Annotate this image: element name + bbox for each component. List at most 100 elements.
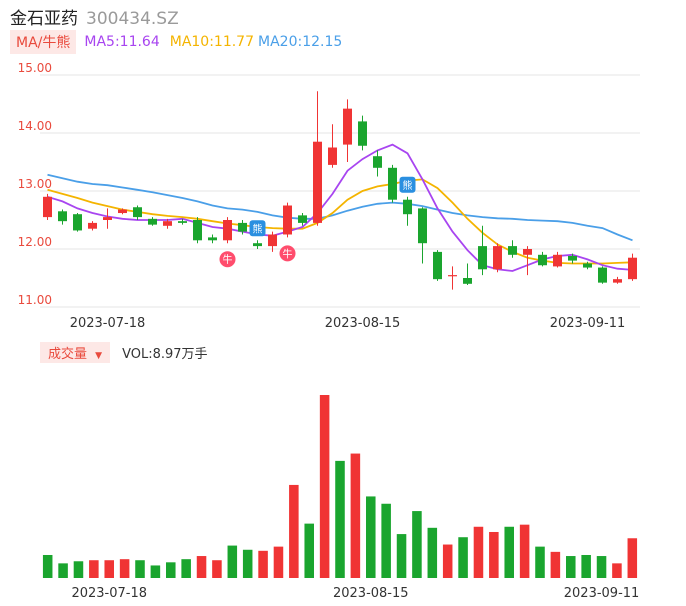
volume-bar[interactable] [504, 526, 514, 578]
candlestick[interactable] [613, 276, 622, 284]
volume-bar[interactable] [73, 561, 84, 578]
volume-bar[interactable] [258, 550, 268, 578]
candlestick[interactable] [448, 266, 457, 290]
candlestick[interactable] [88, 221, 97, 231]
price-y-tick-label: 13.00 [18, 177, 52, 191]
ma-legend: MA/牛熊 MA5:11.64 MA10:11.77 MA20:12.15 [10, 30, 342, 54]
candlestick[interactable] [178, 218, 187, 225]
volume-bar[interactable] [473, 526, 484, 578]
candlestick[interactable] [268, 231, 277, 252]
volume-bar[interactable] [227, 545, 238, 578]
volume-bar[interactable] [150, 565, 161, 578]
volume-bar[interactable] [458, 537, 468, 578]
volume-bar[interactable] [119, 559, 130, 578]
candlestick[interactable] [628, 253, 637, 281]
candlestick[interactable] [493, 243, 502, 273]
ma5-legend: MA5:11.64 [84, 34, 160, 50]
bear-signal-badge[interactable]: 熊 [399, 176, 416, 193]
volume-bar[interactable] [596, 556, 607, 578]
volume-bar[interactable] [381, 503, 391, 578]
price-x-tick-label: 2023-08-15 [325, 316, 401, 331]
volume-bar[interactable] [519, 524, 530, 578]
volume-bar[interactable] [273, 546, 284, 578]
volume-bar[interactable] [627, 538, 638, 578]
candlestick[interactable] [403, 196, 412, 226]
bear-badge-box [249, 220, 266, 237]
volume-bar[interactable] [550, 551, 561, 578]
candlestick[interactable] [283, 202, 292, 238]
volume-bar[interactable] [135, 560, 145, 578]
candlestick[interactable] [418, 207, 427, 264]
candlestick[interactable] [298, 213, 307, 226]
candlestick[interactable] [118, 208, 127, 215]
volume-bar[interactable] [42, 554, 53, 578]
volume-x-tick-label: 2023-09-11 [564, 586, 640, 601]
candlestick[interactable] [538, 251, 547, 267]
bear-signal-badge[interactable]: 熊 [249, 220, 266, 237]
volume-indicator-selector[interactable]: 成交量 ▼ [40, 341, 111, 363]
candlestick[interactable] [103, 208, 112, 229]
volume-bar[interactable] [427, 527, 438, 578]
candlestick[interactable] [253, 240, 262, 249]
candlestick[interactable] [598, 266, 607, 284]
volume-bar[interactable] [58, 563, 68, 578]
ma-type-selector[interactable]: MA/牛熊 [10, 30, 77, 54]
volume-bar[interactable] [396, 534, 407, 578]
candlestick[interactable] [58, 209, 67, 225]
candlestick[interactable] [463, 263, 472, 285]
bull-signal-badge[interactable]: 牛 [219, 251, 236, 268]
candlestick[interactable] [508, 240, 517, 258]
candlestick[interactable] [343, 99, 352, 162]
price-y-tick-label: 14.00 [18, 119, 52, 133]
candle-body [328, 147, 337, 165]
candlestick[interactable] [193, 217, 202, 244]
candlestick[interactable] [73, 213, 82, 232]
volume-bar[interactable] [489, 531, 499, 578]
candlestick[interactable] [163, 218, 172, 229]
candlestick[interactable] [553, 251, 562, 268]
ma20-legend: MA20:12.15 [258, 34, 343, 50]
volume-bar[interactable] [181, 559, 191, 578]
candlestick[interactable] [148, 217, 157, 226]
volume-bar[interactable] [566, 556, 576, 578]
candlestick[interactable] [433, 250, 442, 281]
candlestick[interactable] [478, 225, 487, 276]
candlestick[interactable] [133, 205, 142, 221]
candlestick[interactable] [388, 164, 397, 203]
volume-bar[interactable] [350, 453, 361, 578]
candlestick[interactable] [238, 220, 247, 235]
volume-bar[interactable] [89, 560, 99, 578]
volume-bar[interactable] [612, 563, 622, 578]
volume-bar[interactable] [196, 556, 207, 578]
volume-bar[interactable] [535, 546, 545, 578]
candlestick[interactable] [358, 115, 367, 151]
volume-bar[interactable] [104, 560, 114, 578]
volume-bar[interactable] [581, 554, 591, 578]
candlestick[interactable] [313, 91, 322, 226]
volume-bar[interactable] [304, 523, 314, 578]
volume-bar[interactable] [289, 484, 299, 578]
volume-bar[interactable] [412, 511, 422, 578]
candlestick[interactable] [523, 246, 532, 276]
candle-body [253, 243, 262, 247]
price-x-tick-label: 2023-07-18 [70, 316, 146, 331]
bull-signal-badge[interactable]: 牛 [279, 245, 296, 262]
candlestick[interactable] [208, 234, 217, 244]
candlestick[interactable] [328, 124, 337, 168]
candlestick[interactable] [223, 217, 232, 244]
candlestick[interactable] [568, 253, 577, 264]
candle-body [628, 257, 637, 280]
volume-bar[interactable] [442, 544, 453, 578]
volume-bar[interactable] [166, 562, 176, 578]
volume-bar[interactable] [335, 460, 345, 578]
candle-body [448, 275, 457, 277]
candlestick[interactable] [583, 261, 592, 270]
volume-bar[interactable] [242, 549, 253, 578]
volume-bar[interactable] [319, 395, 330, 578]
volume-bar[interactable] [366, 496, 376, 578]
volume-bar[interactable] [212, 560, 222, 578]
candle-body [568, 255, 577, 261]
candlestick[interactable] [43, 193, 52, 220]
candlestick[interactable] [373, 150, 382, 177]
